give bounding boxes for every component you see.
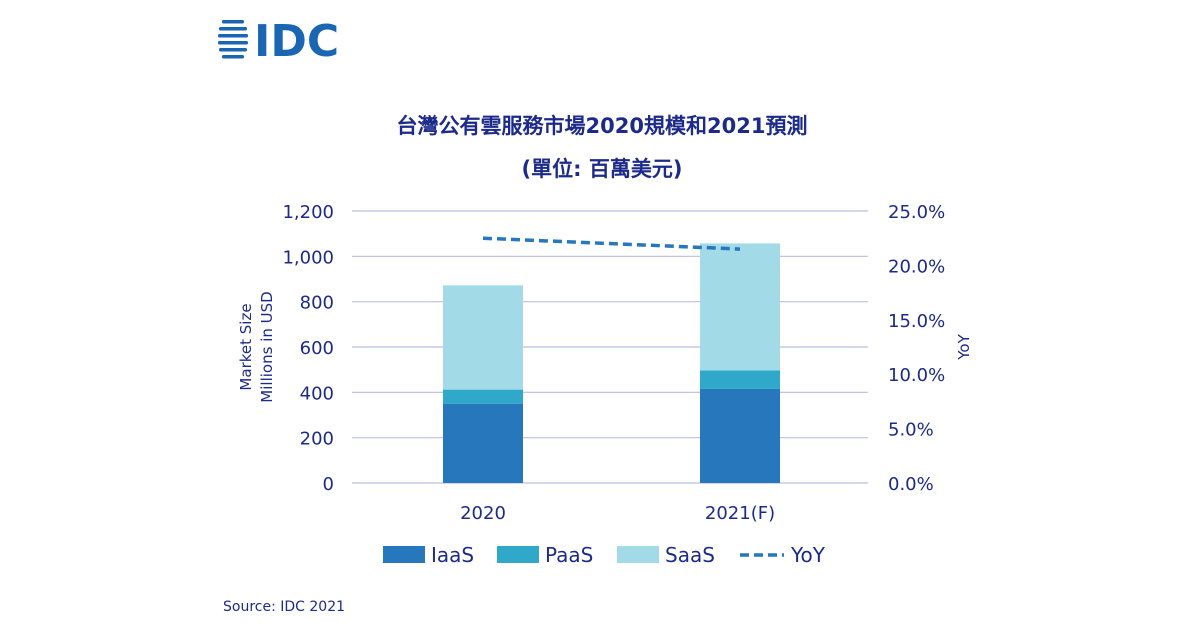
legend-swatch-paas bbox=[497, 546, 539, 563]
y-axis-title-line-1: Market Size bbox=[237, 303, 255, 390]
bar-saas-1 bbox=[700, 243, 780, 371]
y2-tick-label: 0.0% bbox=[888, 474, 934, 495]
logo-text: IDC bbox=[254, 16, 339, 67]
y-tick-label: 1,000 bbox=[282, 247, 334, 268]
legend-swatch-iaas bbox=[383, 546, 425, 563]
legend-label-yoy: YoY bbox=[790, 543, 826, 567]
x-tick-label: 2021(F) bbox=[705, 503, 775, 524]
legend: IaaS PaaS SaaS YoY bbox=[383, 543, 826, 567]
bar-saas-0 bbox=[443, 285, 523, 390]
y2-tick-label: 25.0% bbox=[888, 202, 945, 223]
legend-swatch-saas bbox=[617, 546, 659, 563]
legend-label-saas: SaaS bbox=[665, 543, 715, 567]
y2-tick-label: 15.0% bbox=[888, 311, 945, 332]
bar-iaas-0 bbox=[443, 403, 523, 483]
yoy-line bbox=[482, 236, 741, 251]
bars bbox=[443, 243, 780, 483]
bar-iaas-1 bbox=[700, 388, 780, 483]
chart-title: 台灣公有雲服務市場2020規模和2021預測 bbox=[397, 114, 808, 138]
idc-logo: IDC bbox=[218, 16, 339, 67]
bar-paas-1 bbox=[700, 370, 780, 389]
legend-label-iaas: IaaS bbox=[431, 543, 474, 567]
y-tick-label: 800 bbox=[300, 293, 334, 314]
x-tick-label: 2020 bbox=[460, 503, 506, 524]
chart-subtitle: (單位: 百萬美元) bbox=[522, 157, 683, 181]
y2-tick-label: 5.0% bbox=[888, 420, 934, 441]
y2-tick-label: 20.0% bbox=[888, 256, 945, 277]
source-note: Source: IDC 2021 bbox=[223, 599, 345, 615]
gridlines bbox=[352, 210, 868, 484]
y-tick-label: 600 bbox=[300, 338, 334, 359]
y-tick-label: 200 bbox=[300, 429, 334, 450]
globe-icon bbox=[218, 20, 248, 59]
y2-axis-title: YoY bbox=[955, 333, 973, 360]
y-axis-left: 0 200 400 600 800 1,000 1,200 bbox=[282, 202, 334, 495]
y-axis-right: 0.0% 5.0% 10.0% 15.0% 20.0% 25.0% bbox=[888, 202, 945, 495]
y-tick-label: 400 bbox=[300, 383, 334, 404]
legend-label-paas: PaaS bbox=[545, 543, 593, 567]
y-tick-label: 0 bbox=[323, 474, 334, 495]
x-axis: 2020 2021(F) bbox=[460, 503, 775, 524]
bar-paas-0 bbox=[443, 389, 523, 404]
y-tick-label: 1,200 bbox=[282, 202, 334, 223]
y2-tick-label: 10.0% bbox=[888, 365, 945, 386]
y-axis-title-line-2: Millions in USD bbox=[258, 291, 276, 402]
